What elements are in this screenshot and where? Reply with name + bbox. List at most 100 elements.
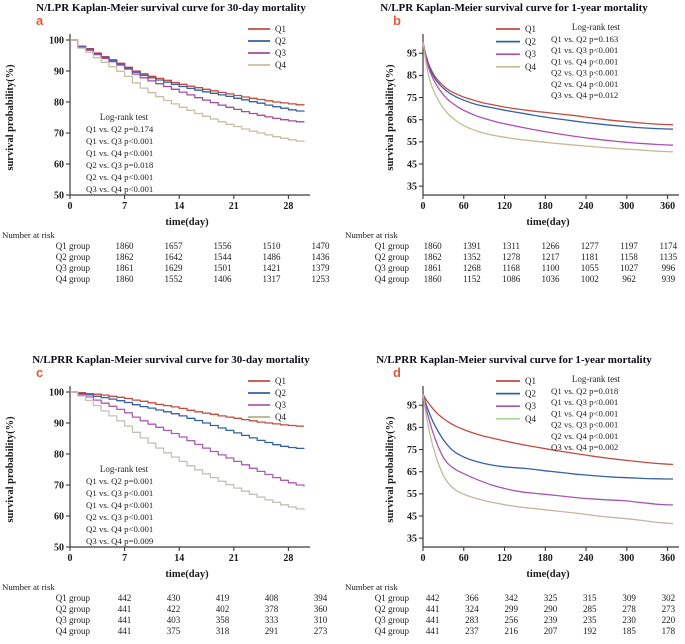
x-axis-title: time(day) <box>165 217 209 228</box>
survival-curve-q1 <box>70 391 304 427</box>
axes <box>69 34 310 196</box>
logrank-line: Q2 vs. Q3 p=0.018 <box>86 160 154 170</box>
legend-label-q4: Q4 <box>525 414 536 424</box>
risk-value: 375 <box>166 626 181 636</box>
risk-value: 1268 <box>462 263 481 273</box>
risk-value: 239 <box>543 615 558 625</box>
y-tick-label: 90 <box>54 418 64 429</box>
risk-row-label: Q3 group <box>55 263 90 273</box>
legend-label-q4: Q4 <box>525 62 536 72</box>
risk-value: 442 <box>425 593 440 603</box>
risk-value: 1470 <box>311 241 330 251</box>
risk-value: 178 <box>661 626 676 636</box>
risk-row: Q3 group 1861 1629 1501 1421 1379 <box>0 263 345 274</box>
risk-row-label: Q1 group <box>374 241 409 251</box>
logrank-line: Q3 vs. Q4 p=0.002 <box>551 442 618 452</box>
logrank-header: Log-rank test <box>100 464 149 474</box>
logrank-line: Q2 vs. Q4 p<0.001 <box>86 172 153 182</box>
risk-value: 1100 <box>541 263 560 273</box>
risk-value: 403 <box>166 615 181 625</box>
risk-value: 1862 <box>423 252 442 262</box>
axes <box>422 34 679 196</box>
logrank-header: Log-rank test <box>572 22 621 32</box>
risk-row: Q1 group 442 366 342 325 315 309 302 <box>343 593 685 604</box>
risk-value: 1158 <box>620 252 638 262</box>
risk-row-label: Q3 group <box>374 615 409 625</box>
risk-row-label: Q4 group <box>55 274 90 284</box>
logrank-line: Q2 vs. Q4 p<0.001 <box>86 524 153 534</box>
logrank-line: Q2 vs. Q3 p<0.001 <box>86 512 153 522</box>
risk-value: 1086 <box>502 274 521 284</box>
logrank-line: Q1 vs. Q4 p<0.001 <box>86 500 153 510</box>
legend-label-q3: Q3 <box>525 49 536 59</box>
risk-value: 1217 <box>541 252 560 262</box>
y-tick-label: 45 <box>407 511 417 522</box>
x-tick-label: 120 <box>497 201 512 212</box>
y-tick-label: 55 <box>407 137 417 148</box>
risk-value: 408 <box>264 593 279 603</box>
panel-title: N/LPR Kaplan-Meier survival curve for 30… <box>36 2 306 14</box>
panel-letter: c <box>36 365 44 380</box>
risk-value: 358 <box>215 615 230 625</box>
survival-curve-q3 <box>70 391 305 487</box>
legend-label-q1: Q1 <box>525 376 536 386</box>
risk-row-label: Q2 group <box>374 604 409 614</box>
y-tick-label: 80 <box>54 97 64 108</box>
number-at-risk-table: Number at risk Q1 group 1860 1391 1311 1266 12… <box>343 230 685 285</box>
risk-value: 302 <box>661 593 676 603</box>
risk-value: 442 <box>117 593 132 603</box>
survival-curve-q2 <box>422 394 673 480</box>
risk-value: 1197 <box>620 241 638 251</box>
risk-value: 1027 <box>620 263 639 273</box>
logrank-line: Q2 vs. Q3 p<0.001 <box>551 68 618 78</box>
risk-value: 402 <box>215 604 230 614</box>
risk-value: 441 <box>117 615 132 625</box>
legend-label-q1: Q1 <box>525 24 536 34</box>
risk-value: 360 <box>313 604 328 614</box>
number-at-risk-table: Number at risk Q1 group 442 366 342 325 315 309… <box>343 582 685 637</box>
risk-value: 419 <box>215 593 230 603</box>
legend-label-q4: Q4 <box>275 60 286 70</box>
risk-value: 1406 <box>213 274 232 284</box>
risk-row: Q4 group 1860 1552 1406 1317 1253 <box>0 274 345 285</box>
y-tick-label: 85 <box>407 71 417 82</box>
y-tick-label: 80 <box>54 449 64 460</box>
logrank-line: Q1 vs. Q2 p=0.163 <box>551 34 619 44</box>
x-axis-title: time(day) <box>165 569 209 580</box>
x-tick-label: 240 <box>579 553 594 564</box>
x-tick-label: 120 <box>497 553 512 564</box>
risk-value: 1352 <box>462 252 481 262</box>
logrank-line: Q3 vs. Q4 p=0.012 <box>551 90 618 100</box>
risk-value: 1253 <box>311 274 330 284</box>
risk-value: 285 <box>583 604 597 614</box>
number-at-risk-header: Number at risk <box>345 582 398 592</box>
logrank-line: Q1 vs. Q4 p<0.001 <box>551 408 618 418</box>
risk-value: 394 <box>313 593 328 603</box>
logrank-line: Q2 vs. Q4 p<0.001 <box>551 431 618 441</box>
panel-title: N/LPRR Kaplan-Meier survival curve for 1… <box>376 354 652 366</box>
risk-row-label: Q2 group <box>55 604 90 614</box>
risk-row: Q2 group 441 324 299 290 285 278 273 <box>343 604 685 615</box>
risk-row: Q4 group 441 375 318 291 273 <box>0 626 345 637</box>
survival-curve-q1 <box>422 393 674 466</box>
x-tick-label: 360 <box>660 201 675 212</box>
risk-value: 1379 <box>311 263 330 273</box>
risk-value: 235 <box>583 615 597 625</box>
risk-value: 1421 <box>262 263 281 273</box>
x-tick-label: 180 <box>538 201 553 212</box>
y-tick-label: 65 <box>407 115 417 126</box>
risk-value: 230 <box>622 615 636 625</box>
risk-value: 1860 <box>115 274 134 284</box>
x-tick-label: 360 <box>660 553 675 564</box>
panel-c: N/LPRR Kaplan-Meier survival curve for 3… <box>0 352 342 644</box>
risk-value: 185 <box>622 626 636 636</box>
risk-value: 1860 <box>423 274 442 284</box>
y-tick-label: 100 <box>49 35 64 46</box>
y-tick-label: 90 <box>54 66 64 77</box>
risk-value: 220 <box>661 615 676 625</box>
y-axis-title: survival probability(%) <box>5 416 16 523</box>
risk-row: Q2 group 1862 1352 1278 1217 1181 1158 1135 <box>343 252 685 263</box>
y-tick-label: 75 <box>407 93 417 104</box>
risk-value: 324 <box>465 604 479 614</box>
risk-value: 1657 <box>164 241 183 251</box>
